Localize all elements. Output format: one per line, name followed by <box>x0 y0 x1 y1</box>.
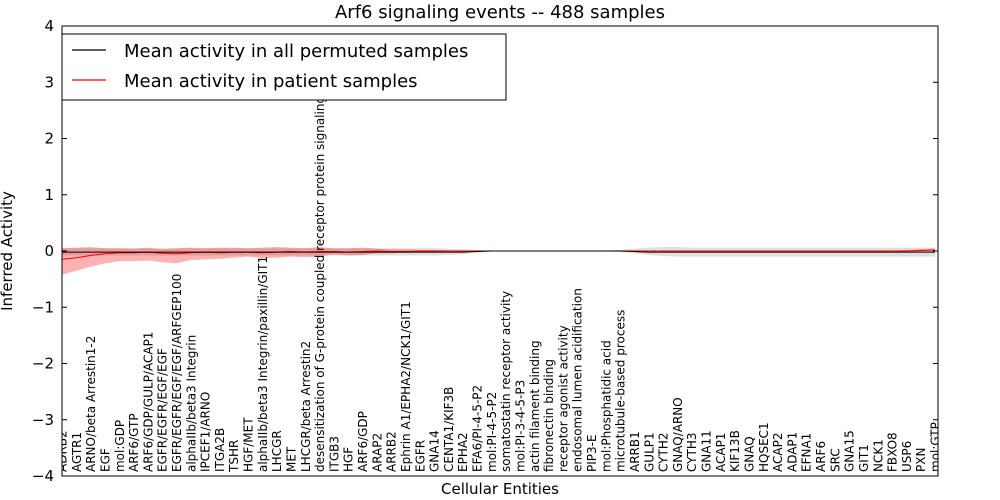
x-category-label: EFNA1 <box>800 433 814 472</box>
x-category-label: ACAP2 <box>771 433 785 472</box>
x-category-label: alphaIIb/beta3 Integrin <box>184 335 198 472</box>
y-tick-label: 0 <box>44 242 54 260</box>
x-category-label: desensitization of G-protein coupled rec… <box>313 41 327 472</box>
y-tick-label: −1 <box>32 298 54 316</box>
confidence-bands <box>62 247 935 275</box>
x-category-label: ARAP2 <box>370 433 384 472</box>
x-category-label: PIP3-E <box>585 434 599 472</box>
x-category-label: Ephrin A1/EPHA2/NCK1/GIT1 <box>399 301 413 472</box>
x-category-label: ITGA2B <box>213 428 227 472</box>
x-category-label: endosomal lumen acidification <box>571 288 585 472</box>
legend-label-patient: Mean activity in patient samples <box>124 71 418 92</box>
x-category-label: ADAP1 <box>785 432 799 472</box>
x-category-label: FBXO8 <box>886 432 900 472</box>
x-category-label: SRC <box>828 448 842 472</box>
x-category-label: mol:GTP <box>929 422 943 472</box>
x-category-label: ITGB3 <box>327 436 341 472</box>
x-category-label: EPHA2 <box>456 432 470 472</box>
x-category-label: ARF6/GDP/GULP/ACAP1 <box>141 332 155 472</box>
y-tick-label: 4 <box>44 17 54 35</box>
x-category-label: GNAQ <box>742 436 756 472</box>
x-category-label: receptor agonist activity <box>556 325 570 472</box>
x-category-label: alphaIIb/beta3 Integrin/paxillin/GIT1 <box>256 256 270 472</box>
y-tick-label: 2 <box>44 130 54 148</box>
x-category-label: CENTA1/KIF3B <box>442 387 456 472</box>
x-category-label: AGTR1 <box>70 432 84 472</box>
x-category-label: ARNO/beta Arrestin1-2 <box>84 336 98 472</box>
x-axis-label: Cellular Entities <box>441 480 559 498</box>
x-category-label: USP6 <box>900 441 914 472</box>
y-axis-label: Inferred Activity <box>0 191 16 311</box>
x-category-label: HQSEC1 <box>757 422 771 472</box>
x-category-label: ARF6/GDP <box>356 411 370 472</box>
x-category-label: somatostatin receptor activity <box>499 291 513 472</box>
x-category-label: ARF6/GTP <box>127 413 141 472</box>
band-permuted <box>62 247 935 257</box>
x-category-label: IPCEF1/ARNO <box>199 392 213 472</box>
x-category-label: GNA15 <box>843 430 857 472</box>
x-category-label: HGF/MET <box>242 417 256 472</box>
x-category-label: ARRB2 <box>385 431 399 472</box>
legend: Mean activity in all permuted samples Me… <box>61 33 507 101</box>
x-category-label: LHCGR <box>270 430 284 472</box>
x-category-label: MET <box>284 446 298 472</box>
x-category-label: GIT1 <box>857 444 871 472</box>
x-category-label: EFA6/PI-4-5-P2 <box>471 385 485 472</box>
x-category-label: EGFR/EGFR/EGF/EGF <box>156 348 170 472</box>
x-category-label: EGFR <box>413 440 427 472</box>
x-category-label: GNA11 <box>700 430 714 472</box>
x-category-label: GNA14 <box>428 430 442 472</box>
legend-box <box>61 33 507 101</box>
x-category-label: GNAQ/ARNO <box>671 397 685 472</box>
series-lines <box>62 249 936 260</box>
x-category-label: microtubule-based process <box>614 310 628 472</box>
x-category-label: ADRB2 <box>56 430 70 472</box>
x-category-label: HGF <box>342 447 356 472</box>
x-category-label: GULP1 <box>642 432 656 472</box>
x-category-label: ACAP1 <box>714 433 728 472</box>
band-patient <box>62 247 935 275</box>
x-category-label: mol:Phosphatidic acid <box>599 340 613 472</box>
x-category-label: fibronectin binding <box>542 359 556 472</box>
x-category-label: LHCGR/beta Arrestin2 <box>299 341 313 472</box>
x-category-label: ARRB1 <box>628 431 642 472</box>
y-tick-label: −4 <box>32 467 54 485</box>
chart-title: Arf6 signaling events -- 488 samples <box>335 2 665 23</box>
x-category-label: CYTH2 <box>657 432 671 472</box>
category-labels: ADRB2 AGTR1 ARNO/beta Arrestin1-2 EGF mol:GD… <box>56 41 943 473</box>
series-line-permuted <box>62 250 935 253</box>
y-tick-label: −2 <box>32 355 54 373</box>
x-category-label: mol:PI-3-4-5-P3 <box>513 380 527 472</box>
legend-label-permuted: Mean activity in all permuted samples <box>124 41 468 62</box>
x-category-label: actin filament binding <box>528 340 542 472</box>
x-category-label: EGFR/EGFR/EGF/EGF/ARFGEP100 <box>170 274 184 472</box>
x-category-label: NCK1 <box>871 439 885 472</box>
x-category-label: PXN <box>914 448 928 472</box>
x-category-label: TSHR <box>227 440 241 473</box>
x-category-label: EGF <box>98 448 112 472</box>
x-category-label: ARF6 <box>814 441 828 472</box>
x-category-label: mol:PI-4-5-P2 <box>485 392 499 472</box>
y-tick-label: −3 <box>32 411 54 429</box>
y-axis-ticks: −4 −3 −2 −1 0 1 2 3 4 <box>32 17 938 485</box>
x-category-label: CYTH3 <box>685 432 699 472</box>
x-category-label: mol:GDP <box>113 420 127 472</box>
y-tick-label: 3 <box>44 73 54 91</box>
y-tick-label: 1 <box>44 186 54 204</box>
x-category-label: KIF13B <box>728 430 742 472</box>
